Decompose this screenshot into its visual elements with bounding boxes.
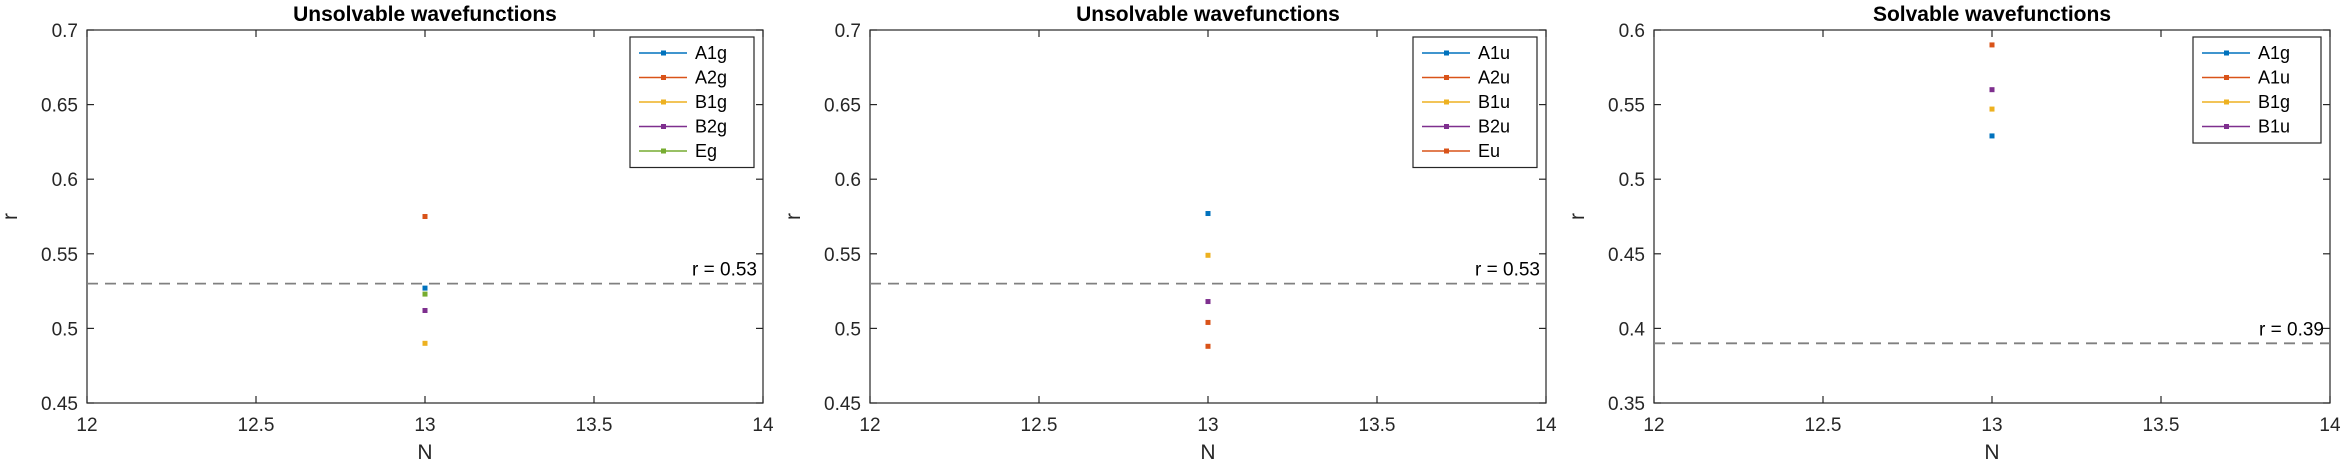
- x-tick-label: 13.5: [2143, 415, 2180, 436]
- legend-entry-label: A2u: [1478, 68, 1510, 88]
- y-tick-label: 0.35: [1608, 394, 1645, 415]
- legend-entry-label: A1g: [2258, 43, 2290, 63]
- x-tick-label: 12: [76, 415, 97, 436]
- data-point-eg: [422, 291, 428, 297]
- reference-line-label: r = 0.53: [1475, 260, 1540, 281]
- legend-entry-label: B2g: [695, 117, 727, 137]
- x-tick-label: 12.5: [1805, 415, 1842, 436]
- chart-title: Unsolvable wavefunctions: [293, 3, 557, 26]
- legend-swatch-marker: [1444, 50, 1449, 56]
- x-tick-label: 13.5: [1359, 415, 1396, 436]
- y-tick-label: 0.45: [41, 394, 78, 415]
- legend-swatch-marker: [661, 75, 666, 80]
- y-tick-label: 0.6: [1619, 21, 1645, 42]
- data-point-b2g: [422, 307, 428, 313]
- data-point-b2u: [1205, 299, 1211, 305]
- chart-title: Unsolvable wavefunctions: [1076, 3, 1340, 26]
- x-tick-label: 13: [1981, 415, 2002, 436]
- legend-entry-label: B2u: [1478, 117, 1510, 137]
- legend-swatch-marker: [661, 50, 666, 56]
- legend-swatch-marker: [1444, 148, 1449, 154]
- legend-swatch-marker: [2224, 50, 2229, 56]
- y-tick-label: 0.5: [835, 319, 861, 340]
- legend: A1u A2u B1u B2u Eu: [1412, 36, 1538, 169]
- y-tick-label: 0.5: [52, 319, 78, 340]
- legend-swatch-marker: [661, 124, 666, 129]
- legend-swatch-marker: [2224, 124, 2229, 129]
- x-tick-label: 12.5: [238, 415, 275, 436]
- y-tick-label: 0.7: [52, 21, 78, 42]
- y-axis-label: r: [782, 213, 805, 220]
- data-point-a1g: [422, 285, 428, 291]
- legend-entry-label: Eg: [695, 141, 717, 161]
- y-axis-label: r: [0, 213, 22, 220]
- y-axis-label: r: [1566, 213, 1589, 220]
- y-tick-label: 0.5: [1619, 170, 1645, 191]
- data-point-a2g: [422, 214, 428, 219]
- legend-entry-label: A1g: [695, 43, 727, 63]
- data-point-b1u: [1989, 87, 1995, 93]
- y-tick-label: 0.7: [835, 21, 861, 42]
- legend-entry-label: B1u: [1478, 92, 1510, 112]
- legend-swatch-marker: [1444, 124, 1449, 129]
- x-axis-label: N: [1200, 441, 1215, 464]
- legend-swatch-marker: [1444, 99, 1449, 105]
- legend: A1g A1u B1g B1u: [2192, 36, 2322, 144]
- legend-entry-label: A1u: [2258, 68, 2290, 88]
- y-tick-label: 0.6: [835, 170, 861, 191]
- legend-swatch-marker: [661, 99, 666, 105]
- data-point-a1g: [1989, 133, 1995, 139]
- x-tick-label: 14: [1535, 415, 1557, 436]
- y-tick-label: 0.6: [52, 170, 78, 191]
- data-point-a1u: [1205, 211, 1211, 217]
- x-axis-label: N: [1984, 441, 1999, 464]
- x-tick-label: 12: [859, 415, 880, 436]
- y-tick-label: 0.55: [824, 245, 861, 266]
- y-tick-label: 0.55: [1608, 96, 1645, 117]
- data-point-b1u: [1205, 252, 1211, 258]
- data-point-a2u: [1205, 319, 1211, 325]
- legend-entry-label: A2g: [695, 68, 727, 88]
- chart-panel-3: Solvable wavefunctions 12 12.5 13 13.5 14 0.35…: [1566, 3, 2341, 464]
- legend-entry-label: A1u: [1478, 43, 1510, 63]
- reference-line-label: r = 0.39: [2259, 319, 2324, 340]
- data-point-a1u: [1989, 42, 1995, 48]
- reference-line-label: r = 0.53: [692, 260, 757, 281]
- x-tick-label: 14: [2319, 415, 2341, 436]
- x-axis-label: N: [417, 441, 432, 464]
- y-tick-label: 0.65: [824, 96, 861, 117]
- chart-title: Solvable wavefunctions: [1873, 3, 2111, 26]
- y-tick-label: 0.55: [41, 245, 78, 266]
- y-tick-label: 0.4: [1619, 319, 1646, 340]
- x-tick-label: 12: [1643, 415, 1664, 436]
- data-point-b1g: [1989, 106, 1995, 112]
- legend-swatch-marker: [2224, 75, 2229, 80]
- data-point-eu: [1205, 343, 1211, 349]
- legend-swatch-marker: [661, 148, 666, 154]
- data-point-b1g: [422, 340, 428, 346]
- legend: A1g A2g B1g B2g Eg: [629, 36, 755, 169]
- x-tick-label: 12.5: [1021, 415, 1058, 436]
- legend-entry-label: B1u: [2258, 117, 2290, 137]
- legend-entry-label: Eu: [1478, 141, 1500, 161]
- legend-swatch-marker: [1444, 75, 1449, 80]
- x-tick-label: 13.5: [576, 415, 613, 436]
- legend-swatch-marker: [2224, 99, 2229, 105]
- legend-entry-label: B1g: [2258, 92, 2290, 112]
- y-tick-label: 0.45: [824, 394, 861, 415]
- x-tick-label: 13: [1197, 415, 1218, 436]
- x-tick-label: 14: [752, 415, 774, 436]
- chart-panel-2: Unsolvable wavefunctions 12 12.5 13 13.5 14 0.…: [782, 3, 1557, 464]
- x-tick-label: 13: [414, 415, 435, 436]
- y-tick-label: 0.65: [41, 96, 78, 117]
- y-tick-label: 0.45: [1608, 245, 1645, 266]
- chart-panel-1: Unsolvable wavefunctions 12 12.5 13 13.5 14 0.…: [0, 3, 774, 464]
- legend-box: [2192, 36, 2322, 144]
- legend-entry-label: B1g: [695, 92, 727, 112]
